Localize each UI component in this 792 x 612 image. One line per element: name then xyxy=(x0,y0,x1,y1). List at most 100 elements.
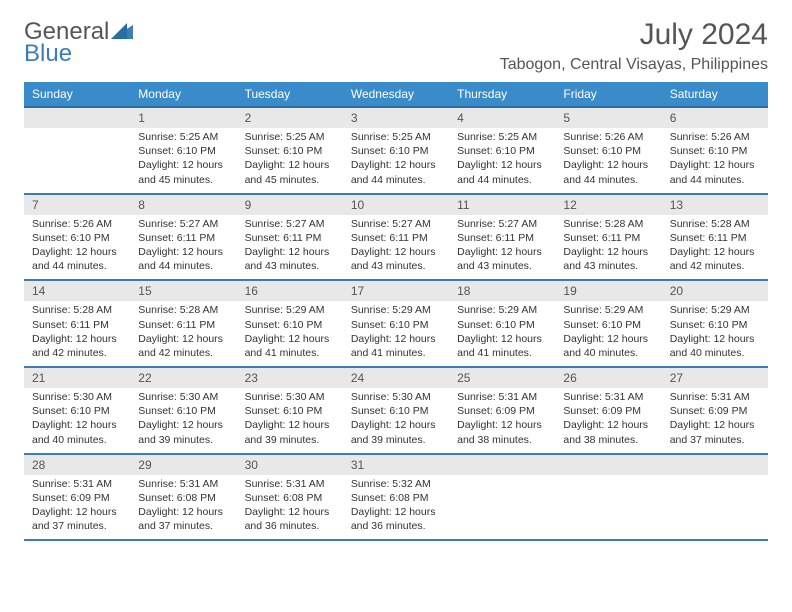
weekday-header: Friday xyxy=(555,82,661,107)
daylight-text: Daylight: 12 hours and 36 minutes. xyxy=(351,505,441,533)
calendar-cell: 8Sunrise: 5:27 AMSunset: 6:11 PMDaylight… xyxy=(130,194,236,281)
calendar-cell: 6Sunrise: 5:26 AMSunset: 6:10 PMDaylight… xyxy=(662,107,768,194)
cell-body: Sunrise: 5:25 AMSunset: 6:10 PMDaylight:… xyxy=(237,128,343,193)
sunset-text: Sunset: 6:11 PM xyxy=(138,318,228,332)
day-number: 30 xyxy=(237,455,343,475)
sunrise-text: Sunrise: 5:31 AM xyxy=(457,390,547,404)
sunrise-text: Sunrise: 5:26 AM xyxy=(670,130,760,144)
sunrise-text: Sunrise: 5:30 AM xyxy=(32,390,122,404)
daylight-text: Daylight: 12 hours and 43 minutes. xyxy=(351,245,441,273)
calendar-cell: 19Sunrise: 5:29 AMSunset: 6:10 PMDayligh… xyxy=(555,280,661,367)
daylight-text: Daylight: 12 hours and 37 minutes. xyxy=(32,505,122,533)
day-number: 17 xyxy=(343,281,449,301)
day-number xyxy=(24,108,130,128)
day-number: 5 xyxy=(555,108,661,128)
sunset-text: Sunset: 6:08 PM xyxy=(138,491,228,505)
day-number: 26 xyxy=(555,368,661,388)
day-number: 20 xyxy=(662,281,768,301)
weekday-header: Wednesday xyxy=(343,82,449,107)
weekday-header: Thursday xyxy=(449,82,555,107)
calendar-cell: 16Sunrise: 5:29 AMSunset: 6:10 PMDayligh… xyxy=(237,280,343,367)
day-number: 1 xyxy=(130,108,236,128)
cell-body-empty xyxy=(555,475,661,531)
calendar-cell: 28Sunrise: 5:31 AMSunset: 6:09 PMDayligh… xyxy=(24,454,130,541)
cell-body: Sunrise: 5:28 AMSunset: 6:11 PMDaylight:… xyxy=(24,301,130,366)
daylight-text: Daylight: 12 hours and 43 minutes. xyxy=(457,245,547,273)
daylight-text: Daylight: 12 hours and 44 minutes. xyxy=(457,158,547,186)
sunrise-text: Sunrise: 5:29 AM xyxy=(351,303,441,317)
sunrise-text: Sunrise: 5:28 AM xyxy=(670,217,760,231)
calendar-cell: 15Sunrise: 5:28 AMSunset: 6:11 PMDayligh… xyxy=(130,280,236,367)
day-number: 13 xyxy=(662,195,768,215)
cell-body: Sunrise: 5:28 AMSunset: 6:11 PMDaylight:… xyxy=(130,301,236,366)
daylight-text: Daylight: 12 hours and 38 minutes. xyxy=(457,418,547,446)
daylight-text: Daylight: 12 hours and 44 minutes. xyxy=(351,158,441,186)
cell-body: Sunrise: 5:25 AMSunset: 6:10 PMDaylight:… xyxy=(343,128,449,193)
calendar-cell: 27Sunrise: 5:31 AMSunset: 6:09 PMDayligh… xyxy=(662,367,768,454)
day-number: 18 xyxy=(449,281,555,301)
sunrise-text: Sunrise: 5:26 AM xyxy=(32,217,122,231)
cell-body: Sunrise: 5:31 AMSunset: 6:09 PMDaylight:… xyxy=(24,475,130,540)
calendar-cell: 2Sunrise: 5:25 AMSunset: 6:10 PMDaylight… xyxy=(237,107,343,194)
day-number: 16 xyxy=(237,281,343,301)
sunrise-text: Sunrise: 5:25 AM xyxy=(457,130,547,144)
sunset-text: Sunset: 6:10 PM xyxy=(563,144,653,158)
weekday-header: Tuesday xyxy=(237,82,343,107)
cell-body: Sunrise: 5:29 AMSunset: 6:10 PMDaylight:… xyxy=(343,301,449,366)
sunset-text: Sunset: 6:10 PM xyxy=(138,404,228,418)
daylight-text: Daylight: 12 hours and 43 minutes. xyxy=(245,245,335,273)
cell-body: Sunrise: 5:27 AMSunset: 6:11 PMDaylight:… xyxy=(237,215,343,280)
day-number: 28 xyxy=(24,455,130,475)
calendar-cell: 29Sunrise: 5:31 AMSunset: 6:08 PMDayligh… xyxy=(130,454,236,541)
day-number xyxy=(662,455,768,475)
sunset-text: Sunset: 6:10 PM xyxy=(351,404,441,418)
day-number: 3 xyxy=(343,108,449,128)
cell-body: Sunrise: 5:29 AMSunset: 6:10 PMDaylight:… xyxy=(662,301,768,366)
cell-body: Sunrise: 5:30 AMSunset: 6:10 PMDaylight:… xyxy=(24,388,130,453)
cell-body: Sunrise: 5:25 AMSunset: 6:10 PMDaylight:… xyxy=(449,128,555,193)
daylight-text: Daylight: 12 hours and 40 minutes. xyxy=(32,418,122,446)
sunrise-text: Sunrise: 5:29 AM xyxy=(670,303,760,317)
day-number: 23 xyxy=(237,368,343,388)
cell-body: Sunrise: 5:27 AMSunset: 6:11 PMDaylight:… xyxy=(449,215,555,280)
day-number: 12 xyxy=(555,195,661,215)
weekday-header: Sunday xyxy=(24,82,130,107)
sunset-text: Sunset: 6:10 PM xyxy=(245,144,335,158)
calendar-cell xyxy=(24,107,130,194)
daylight-text: Daylight: 12 hours and 40 minutes. xyxy=(563,332,653,360)
sunrise-text: Sunrise: 5:27 AM xyxy=(138,217,228,231)
sunset-text: Sunset: 6:11 PM xyxy=(563,231,653,245)
calendar-cell: 18Sunrise: 5:29 AMSunset: 6:10 PMDayligh… xyxy=(449,280,555,367)
sunrise-text: Sunrise: 5:28 AM xyxy=(32,303,122,317)
sunrise-text: Sunrise: 5:28 AM xyxy=(563,217,653,231)
calendar-cell: 3Sunrise: 5:25 AMSunset: 6:10 PMDaylight… xyxy=(343,107,449,194)
sunset-text: Sunset: 6:08 PM xyxy=(245,491,335,505)
sunset-text: Sunset: 6:11 PM xyxy=(32,318,122,332)
calendar-table: Sunday Monday Tuesday Wednesday Thursday… xyxy=(24,82,768,541)
cell-body: Sunrise: 5:30 AMSunset: 6:10 PMDaylight:… xyxy=(343,388,449,453)
calendar-cell: 10Sunrise: 5:27 AMSunset: 6:11 PMDayligh… xyxy=(343,194,449,281)
calendar-row: 1Sunrise: 5:25 AMSunset: 6:10 PMDaylight… xyxy=(24,107,768,194)
cell-body-empty xyxy=(449,475,555,531)
daylight-text: Daylight: 12 hours and 39 minutes. xyxy=(138,418,228,446)
calendar-cell: 11Sunrise: 5:27 AMSunset: 6:11 PMDayligh… xyxy=(449,194,555,281)
sunset-text: Sunset: 6:10 PM xyxy=(138,144,228,158)
sunset-text: Sunset: 6:09 PM xyxy=(670,404,760,418)
day-number: 29 xyxy=(130,455,236,475)
cell-body: Sunrise: 5:29 AMSunset: 6:10 PMDaylight:… xyxy=(449,301,555,366)
cell-body: Sunrise: 5:26 AMSunset: 6:10 PMDaylight:… xyxy=(555,128,661,193)
day-number xyxy=(449,455,555,475)
cell-body: Sunrise: 5:30 AMSunset: 6:10 PMDaylight:… xyxy=(130,388,236,453)
day-number: 2 xyxy=(237,108,343,128)
calendar-cell: 23Sunrise: 5:30 AMSunset: 6:10 PMDayligh… xyxy=(237,367,343,454)
daylight-text: Daylight: 12 hours and 37 minutes. xyxy=(138,505,228,533)
day-number: 24 xyxy=(343,368,449,388)
cell-body: Sunrise: 5:29 AMSunset: 6:10 PMDaylight:… xyxy=(555,301,661,366)
header: GeneralBlue July 2024 Tabogon, Central V… xyxy=(24,18,768,74)
calendar-cell: 22Sunrise: 5:30 AMSunset: 6:10 PMDayligh… xyxy=(130,367,236,454)
weekday-header: Saturday xyxy=(662,82,768,107)
day-number: 7 xyxy=(24,195,130,215)
cell-body: Sunrise: 5:32 AMSunset: 6:08 PMDaylight:… xyxy=(343,475,449,540)
cell-body: Sunrise: 5:25 AMSunset: 6:10 PMDaylight:… xyxy=(130,128,236,193)
sunset-text: Sunset: 6:10 PM xyxy=(457,144,547,158)
